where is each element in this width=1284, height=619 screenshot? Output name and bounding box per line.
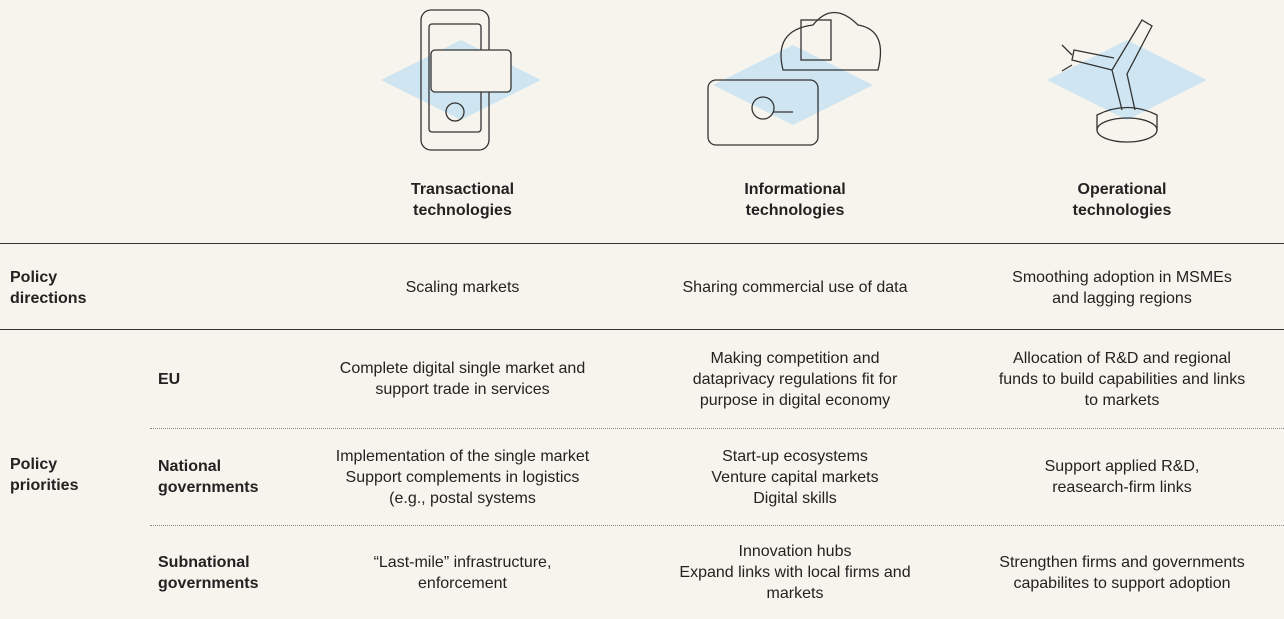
text-line: Support complements in logistics <box>345 468 580 486</box>
phone-icon <box>381 9 541 151</box>
text-line: Making competition and <box>710 349 880 367</box>
text-line: funds to build capabilities and links <box>998 370 1246 388</box>
text-line: Transactional <box>410 181 515 198</box>
cell: Allocation of R&D and regional funds to b… <box>960 330 1284 428</box>
column-header: Transactional technologies <box>285 170 640 230</box>
text-line: capabilites to support adoption <box>1013 574 1231 592</box>
subrow-label: Subnational governments <box>158 526 288 619</box>
text-line: enforcement <box>418 574 507 592</box>
row-label: Policy priorities <box>10 330 150 619</box>
header-rule <box>0 243 1284 244</box>
text-line: Sharing commercial use of data <box>682 279 908 296</box>
subrow-label: EU <box>158 330 288 428</box>
text-line: National <box>158 458 222 475</box>
text-line: Subnational <box>158 553 250 571</box>
text-line: Innovation hubs <box>738 543 852 560</box>
robot-arm-icon <box>1047 19 1207 143</box>
cell: Implementation of the single market Suppo… <box>285 429 640 525</box>
cell: Sharing commercial use of data <box>640 250 950 325</box>
text-line: technologies <box>745 202 845 219</box>
text-line: directions <box>10 289 87 307</box>
row-divider <box>150 525 1284 526</box>
text-line: Policy <box>10 455 58 473</box>
text-line: Allocation of R&D and regional <box>1013 349 1231 367</box>
column-header: Informational technologies <box>640 170 950 230</box>
text-line: technologies <box>1072 202 1172 219</box>
text-line: support trade in services <box>375 381 550 398</box>
text-line: purpose in digital economy <box>699 391 891 409</box>
cell: Complete digital single market and suppor… <box>285 330 640 428</box>
text-line: Venture capital markets <box>711 468 879 486</box>
text-line: EU <box>158 370 181 388</box>
text-line: reasearch-firm links <box>1052 479 1192 496</box>
text-line: Digital skills <box>753 489 837 507</box>
cell: Strengthen firms and governments capabili… <box>960 526 1284 619</box>
text-line: to markets <box>1084 391 1160 409</box>
text-line: Expand links with local firms and <box>679 564 911 581</box>
text-line: Complete digital single market and <box>339 360 586 377</box>
text-line: “Last-mile” infrastructure, <box>373 553 552 571</box>
cell: Support applied R&D, reasearch-firm links <box>960 429 1284 525</box>
column-header: Operational technologies <box>960 170 1284 230</box>
text-line: Smoothing adoption in MSMEs <box>1012 268 1232 286</box>
row-label: Policy directions <box>10 250 150 325</box>
text-line: markets <box>766 585 824 602</box>
text-line: (e.g., postal systems <box>389 489 536 507</box>
text-line: Start-up ecosystems <box>722 447 868 465</box>
cell: Smoothing adoption in MSMEs and lagging r… <box>960 250 1284 325</box>
cell: Making competition and dataprivacy regula… <box>640 330 950 428</box>
section-rule <box>0 329 1284 330</box>
text-line: and lagging regions <box>1052 289 1192 307</box>
text-line: Support applied R&D, <box>1044 458 1200 475</box>
text-line: governments <box>158 574 259 592</box>
cell: “Last-mile” infrastructure, enforcement <box>285 526 640 619</box>
subrow-label: National governments <box>158 429 288 525</box>
text-line: Operational <box>1077 181 1167 198</box>
text-line: technologies <box>413 202 512 219</box>
cloud-icon <box>707 11 882 146</box>
text-line: governments <box>158 479 259 496</box>
row-divider <box>150 428 1284 429</box>
text-line: Scaling markets <box>405 279 520 296</box>
cell: Start-up ecosystems Venture capital marke… <box>640 429 950 525</box>
text-line: Strengthen firms and governments <box>999 553 1245 571</box>
cell: Scaling markets <box>285 250 640 325</box>
text-line: Implementation of the single market <box>335 447 590 465</box>
text-line: dataprivacy regulations fit for <box>692 370 898 388</box>
text-line: priorities <box>10 476 79 494</box>
cell: Innovation hubs Expand links with local f… <box>640 526 950 619</box>
text-line: Informational <box>744 181 846 198</box>
text-line: Policy <box>10 268 58 286</box>
